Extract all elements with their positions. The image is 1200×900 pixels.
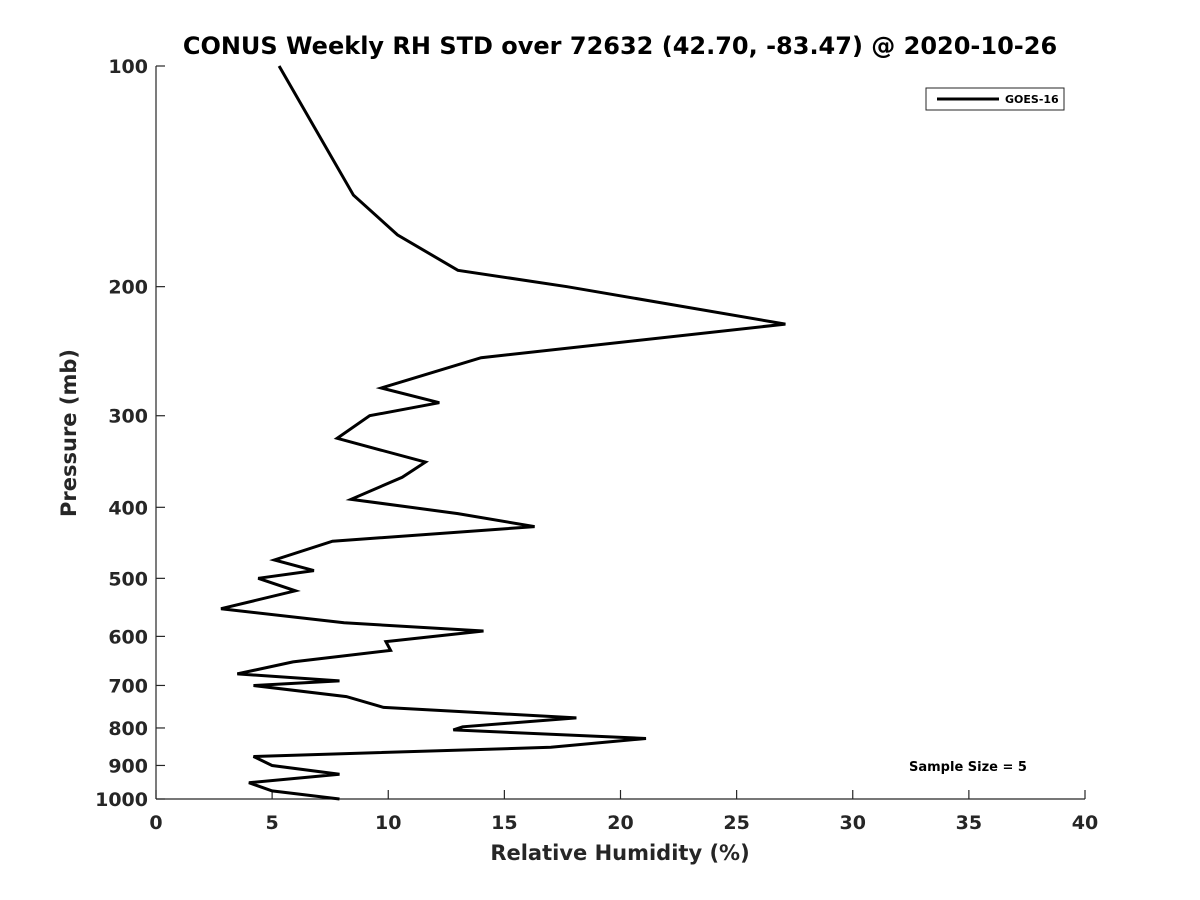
series-layer bbox=[220, 65, 786, 801]
legend: GOES-16 bbox=[925, 87, 1065, 111]
y-tick-label: 300 bbox=[108, 406, 148, 428]
axes: 0 5 10 15 20 25 30 35 40 100 200 300 400 500 600 700 800… bbox=[95, 56, 1098, 834]
x-tick-label: 10 bbox=[375, 812, 401, 834]
y-axis-label: Pressure (mb) bbox=[57, 349, 81, 517]
y-tick-label: 100 bbox=[108, 56, 148, 78]
x-tick-label: 35 bbox=[956, 812, 982, 834]
series-line-goes-16 bbox=[220, 65, 786, 801]
x-tick-label: 25 bbox=[723, 812, 749, 834]
x-tick-label: 20 bbox=[607, 812, 633, 834]
x-tick-label: 5 bbox=[266, 812, 279, 834]
x-tick-label: 30 bbox=[840, 812, 866, 834]
x-tick-label: 15 bbox=[491, 812, 517, 834]
y-tick-label: 800 bbox=[108, 718, 148, 740]
y-tick-label: 600 bbox=[108, 626, 148, 648]
chart-title: CONUS Weekly RH STD over 72632 (42.70, -… bbox=[183, 32, 1057, 60]
x-tick-label: 40 bbox=[1072, 812, 1098, 834]
y-tick-label: 500 bbox=[108, 568, 148, 590]
sample-size-annotation: Sample Size = 5 bbox=[909, 760, 1027, 775]
y-tick-label: 200 bbox=[108, 277, 148, 299]
y-tick-label: 1000 bbox=[95, 789, 148, 811]
legend-label: GOES-16 bbox=[1005, 93, 1059, 106]
y-tick-label: 400 bbox=[108, 497, 148, 519]
y-tick-label: 900 bbox=[108, 755, 148, 777]
x-tick-label: 0 bbox=[149, 812, 162, 834]
x-axis-label: Relative Humidity (%) bbox=[490, 841, 749, 865]
y-tick-label: 700 bbox=[108, 675, 148, 697]
